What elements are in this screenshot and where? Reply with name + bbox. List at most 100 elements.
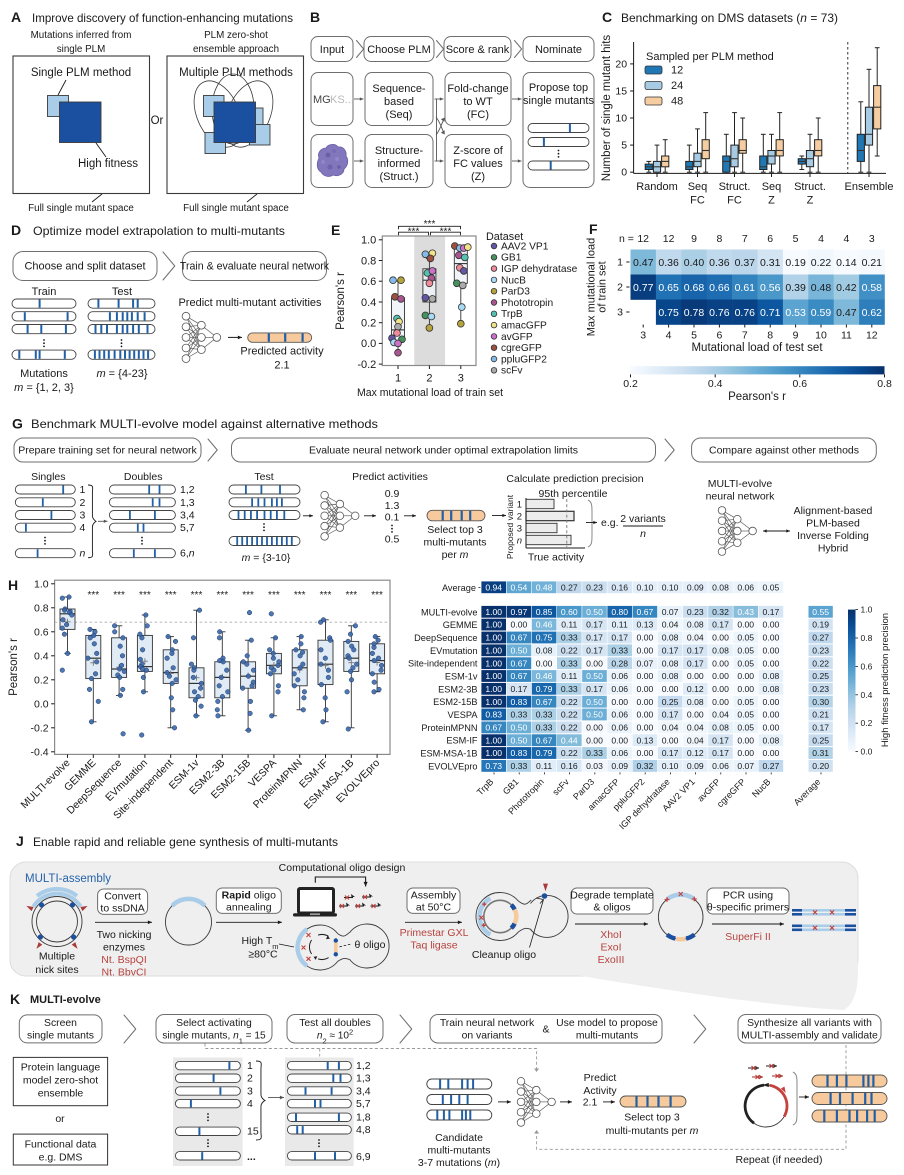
svg-text:3,4: 3,4 (356, 1085, 371, 1097)
svg-text:0.00: 0.00 (763, 710, 780, 720)
svg-text:Test: Test (112, 286, 132, 298)
svg-text:1.00: 1.00 (485, 684, 502, 694)
svg-text:0.16: 0.16 (611, 582, 628, 592)
svg-text:Rapid oligo: Rapid oligo (222, 890, 276, 902)
svg-text:single mutants: single mutants (27, 1031, 94, 1042)
svg-text:Proposed variant: Proposed variant (505, 494, 515, 559)
svg-text:0.00: 0.00 (712, 671, 729, 681)
svg-text:GEMME: GEMME (443, 620, 478, 630)
svg-text:&: & (543, 1025, 550, 1036)
svg-text:20: 20 (615, 58, 627, 70)
svg-text:Mutations inferred from: Mutations inferred from (31, 30, 132, 41)
svg-text:e.g. DMS: e.g. DMS (39, 1151, 83, 1163)
svg-text:-0.2: -0.2 (31, 722, 49, 734)
svg-text:0.00: 0.00 (637, 633, 654, 643)
svg-text:0.50: 0.50 (586, 607, 603, 617)
svg-text:2: 2 (617, 282, 623, 294)
svg-text:0.17: 0.17 (586, 620, 603, 630)
svg-text:n: n (80, 548, 86, 560)
svg-text:Mutational load of test set: Mutational load of test set (691, 342, 823, 354)
svg-text:0.11: 0.11 (536, 761, 552, 771)
svg-text:0.17: 0.17 (586, 684, 603, 694)
svg-text:3: 3 (869, 233, 875, 245)
svg-text:Optimize model extrapolation t: Optimize model extrapolation to multi-mu… (33, 224, 285, 238)
svg-text:0.10: 0.10 (662, 761, 679, 771)
svg-text:***: *** (113, 590, 125, 601)
svg-text:4: 4 (818, 233, 824, 245)
svg-text:0.00: 0.00 (637, 748, 654, 758)
svg-text:Score & rank: Score & rank (446, 44, 510, 56)
svg-text:0.11: 0.11 (561, 620, 577, 630)
svg-text:multi-mutants: multi-mutants (427, 1145, 490, 1157)
svg-text:0.00: 0.00 (712, 658, 729, 668)
svg-text:High fitness prediction precis: High fitness prediction precision (880, 613, 891, 747)
svg-text:0.44: 0.44 (561, 735, 578, 745)
svg-text:0.00: 0.00 (737, 748, 754, 758)
svg-text:multi-mutants: multi-mutants (576, 1031, 638, 1042)
svg-text:0.00: 0.00 (763, 620, 780, 630)
svg-text:Ensemble: Ensemble (845, 181, 894, 193)
svg-text:0.55: 0.55 (812, 607, 829, 617)
svg-text:MG: MG (313, 94, 331, 106)
svg-text:0.67: 0.67 (536, 735, 553, 745)
svg-text:cgreGFP: cgreGFP (501, 343, 542, 354)
svg-text:0.23: 0.23 (687, 607, 704, 617)
svg-text:1.00: 1.00 (485, 645, 502, 655)
svg-text:0.25: 0.25 (662, 697, 679, 707)
svg-text:F: F (589, 221, 598, 237)
svg-text:model zero-shot: model zero-shot (23, 1075, 98, 1087)
svg-text:3: 3 (458, 373, 464, 385)
svg-text:0.00: 0.00 (763, 645, 780, 655)
svg-text:0.68: 0.68 (684, 282, 705, 294)
svg-text:Test all doubles: Test all doubles (299, 1018, 371, 1029)
svg-text:E: E (331, 222, 340, 238)
svg-text:0.05: 0.05 (737, 658, 754, 668)
svg-text:0.32: 0.32 (637, 761, 654, 771)
svg-text:1,3: 1,3 (356, 1073, 371, 1085)
svg-text:High fitness: High fitness (78, 158, 138, 170)
svg-text:0.22: 0.22 (561, 697, 578, 707)
svg-text:0.00: 0.00 (637, 645, 654, 655)
svg-text:neural network: neural network (706, 491, 776, 503)
svg-text:***: *** (216, 590, 228, 601)
svg-text:0.6: 0.6 (34, 626, 49, 638)
svg-text:0.17: 0.17 (712, 748, 729, 758)
svg-text:PLM-based: PLM-based (806, 518, 860, 530)
svg-text:scFv: scFv (501, 366, 523, 377)
svg-text:1,2: 1,2 (180, 484, 195, 496)
svg-text:0.11: 0.11 (612, 620, 628, 630)
svg-text:(FC): (FC) (467, 109, 489, 121)
svg-text:0.00: 0.00 (662, 735, 679, 745)
svg-text:9: 9 (691, 233, 697, 245)
svg-text:1.00: 1.00 (485, 658, 502, 668)
svg-text:ESM2-15B: ESM2-15B (433, 697, 477, 707)
svg-text:Train neural network: Train neural network (440, 1018, 535, 1029)
svg-text:0.06: 0.06 (611, 748, 628, 758)
svg-text:0.0: 0.0 (361, 338, 376, 350)
svg-text:0.00: 0.00 (611, 735, 628, 745)
svg-text:Train & evaluate neural networ: Train & evaluate neural network (180, 261, 330, 273)
svg-text:0.17: 0.17 (687, 645, 704, 655)
svg-text:0.2: 0.2 (361, 317, 376, 329)
svg-text:Use model to propose: Use model to propose (556, 1018, 658, 1029)
svg-text:Nominate: Nominate (535, 44, 582, 56)
svg-text:0.97: 0.97 (511, 607, 528, 617)
svg-text:0.27: 0.27 (763, 761, 780, 771)
svg-text:***: *** (242, 590, 254, 601)
svg-text:3: 3 (617, 307, 623, 319)
svg-text:Synthesize all variants with: Synthesize all variants with (747, 1018, 872, 1029)
svg-text:10: 10 (815, 330, 827, 342)
svg-text:Compare against other methods: Compare against other methods (709, 445, 859, 457)
svg-text:0.33: 0.33 (536, 710, 553, 720)
svg-text:***: *** (345, 590, 357, 601)
svg-text:Primestar GXL: Primestar GXL (400, 927, 469, 939)
svg-text:Pearson's r: Pearson's r (335, 272, 347, 330)
svg-text:0.6: 0.6 (361, 276, 376, 288)
svg-text:0.46: 0.46 (536, 620, 553, 630)
svg-text:n: n (640, 528, 646, 540)
svg-text:0.21: 0.21 (812, 710, 829, 720)
svg-text:95th percentile: 95th percentile (539, 488, 608, 500)
svg-text:amacGFP: amacGFP (501, 321, 547, 332)
svg-text:0.08: 0.08 (712, 645, 729, 655)
svg-text:3: 3 (640, 330, 646, 342)
